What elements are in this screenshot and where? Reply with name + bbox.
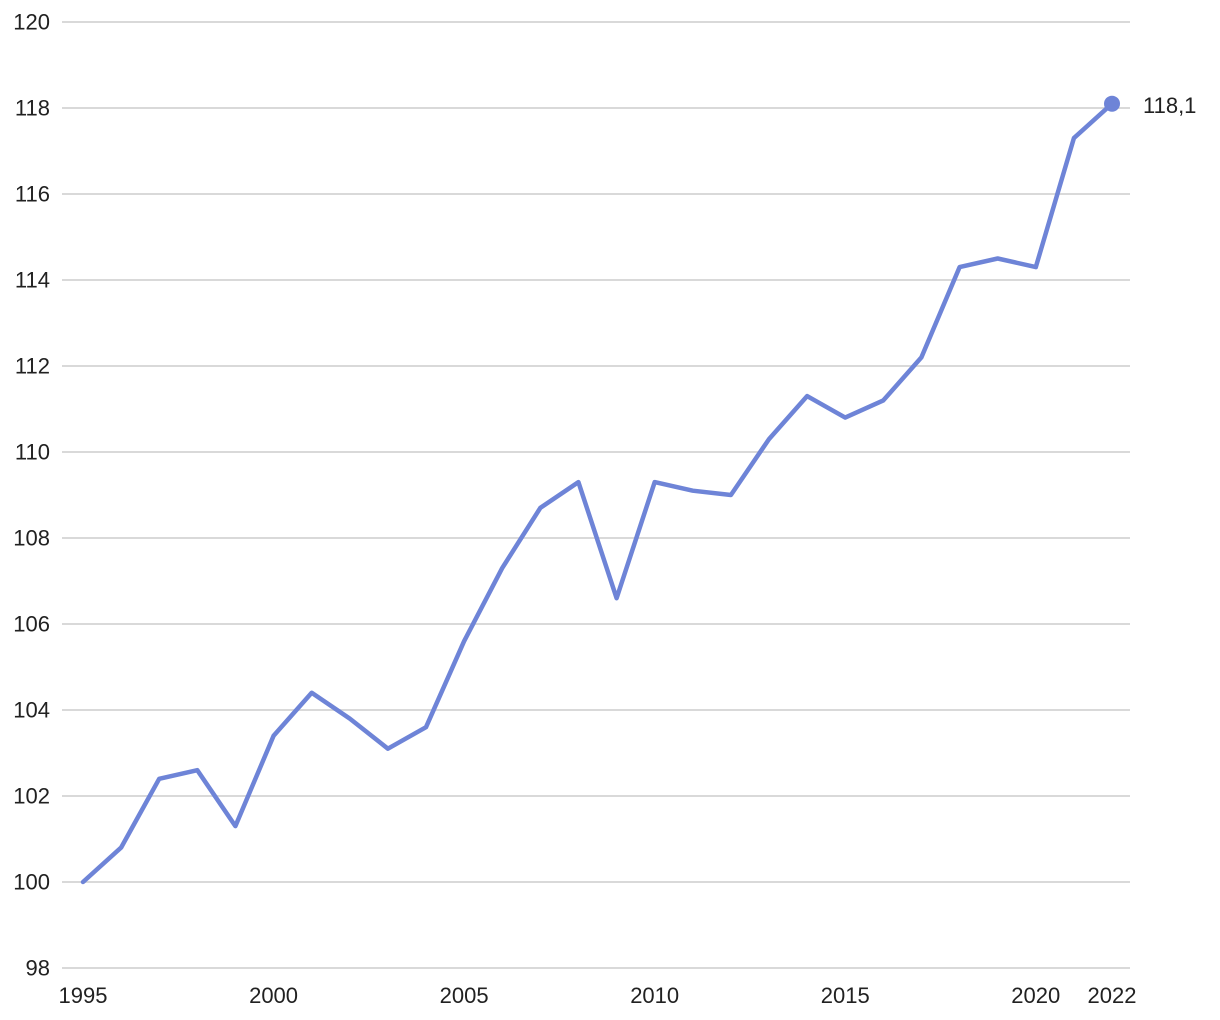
- x-axis-tick-label: 2020: [1011, 983, 1060, 1008]
- series-line: [80, 101, 1115, 885]
- end-value-label: 118,1: [1143, 93, 1196, 118]
- x-axis-tick-label: 2015: [821, 983, 870, 1008]
- y-axis-tick-label: 100: [13, 870, 50, 895]
- y-axis-tick-label: 106: [13, 612, 50, 637]
- y-axis-tick-label: 104: [13, 698, 50, 723]
- y-axis-tick-label: 108: [13, 526, 50, 551]
- y-axis-tick-label: 114: [15, 268, 50, 293]
- x-axis-tick-label: 2010: [630, 983, 679, 1008]
- y-axis-tick-label: 112: [15, 354, 50, 379]
- y-axis-tick-label: 102: [13, 784, 50, 809]
- x-axis-tick-label: 2000: [249, 983, 298, 1008]
- series-end-dot: [1104, 95, 1120, 112]
- y-axis-tick-label: 98: [26, 956, 50, 981]
- x-axis-tick-label: 1995: [59, 983, 108, 1008]
- y-axis-tick-label: 118: [15, 96, 50, 121]
- x-axis-tick-label: 2005: [440, 983, 489, 1008]
- x-axis-tick-label: 2022: [1088, 983, 1137, 1008]
- y-axis-tick-label: 120: [13, 10, 50, 35]
- y-axis-tick-label: 116: [15, 182, 50, 207]
- y-axis-tick-label: 110: [15, 440, 50, 465]
